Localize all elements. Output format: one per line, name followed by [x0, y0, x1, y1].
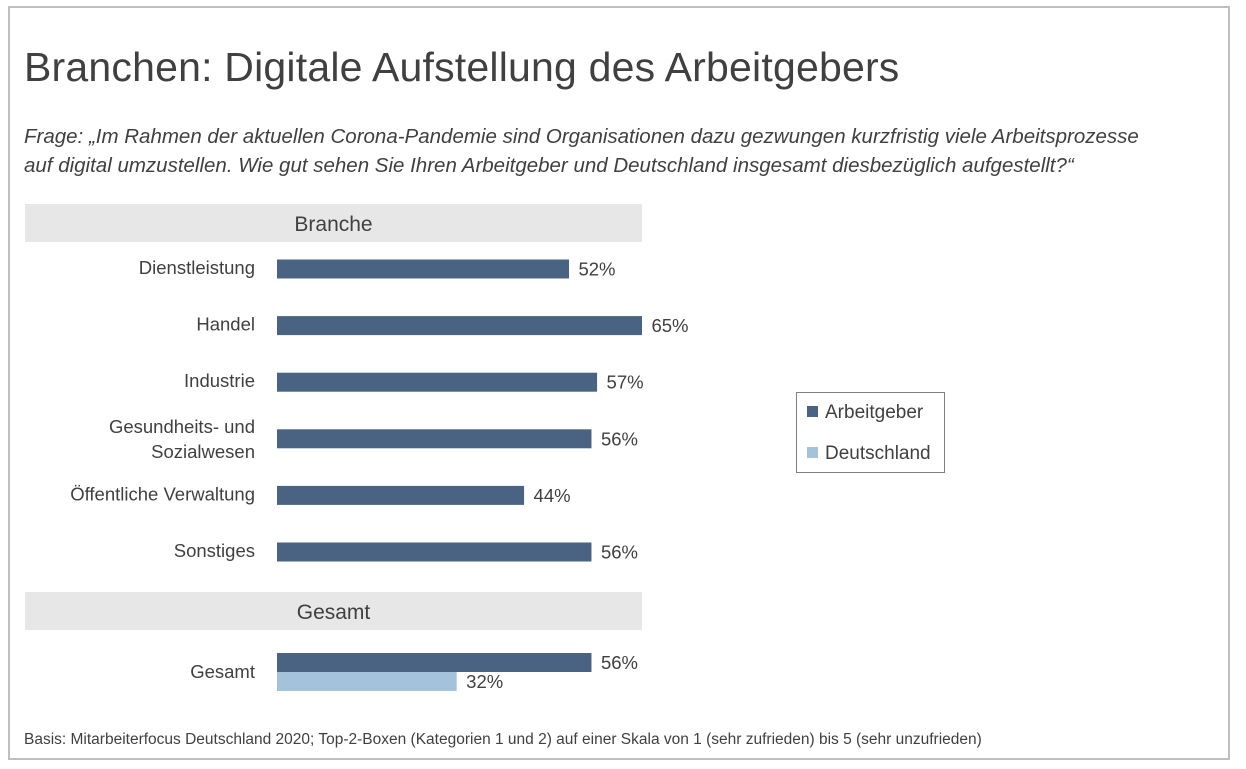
legend-item-arbeitgeber: Arbeitgeber [807, 402, 923, 424]
bar-arbeitgeber-gesamt [277, 653, 592, 672]
data-label-arbeitgeber-öffentliche-verwaltung: 44% [534, 485, 571, 506]
legend-label-arbeitgeber: Arbeitgeber [825, 402, 924, 423]
bar-arbeitgeber-öffentliche-verwaltung [277, 485, 525, 505]
legend-label-deutschland: Deutschland [825, 443, 931, 464]
category-label: Öffentliche Verwaltung [70, 483, 255, 504]
question-line-1: Frage: „Im Rahmen der aktuellen Corona-P… [24, 125, 1139, 148]
question-line-2: auf digital umzustellen. Wie gut sehen S… [24, 154, 1074, 177]
section-header-label: Gesamt [297, 601, 371, 624]
data-label-arbeitgeber-industrie: 57% [607, 372, 644, 393]
data-label-arbeitgeber-sonstiges: 56% [601, 542, 638, 563]
page-title: Branchen: Digitale Aufstellung des Arbei… [24, 44, 900, 90]
data-label-deutschland-gesamt: 32% [466, 671, 503, 692]
data-label-arbeitgeber-dienstleistung: 52% [578, 259, 615, 280]
bar-arbeitgeber-gesundheits-und-sozialwesen [277, 429, 592, 449]
bar-arbeitgeber-dienstleistung [277, 259, 569, 279]
category-label: Sonstiges [174, 540, 255, 561]
data-label-arbeitgeber-handel: 65% [651, 315, 688, 336]
data-label-arbeitgeber-gesamt: 56% [601, 652, 638, 673]
category-label: Industrie [184, 370, 255, 391]
bar-arbeitgeber-industrie [277, 372, 598, 392]
section-header-label: Branche [294, 213, 372, 236]
chart-frame [8, 6, 1230, 760]
bar-arbeitgeber-sonstiges [277, 542, 592, 562]
legend-swatch-deutschland [807, 447, 818, 458]
survey-question: Frage: „Im Rahmen der aktuellen Corona-P… [24, 122, 1224, 180]
category-label: Dienstleistung [139, 257, 255, 278]
footnote: Basis: Mitarbeiterfocus Deutschland 2020… [24, 731, 982, 748]
section-header-bg [25, 204, 642, 242]
legend-swatch-arbeitgeber [807, 406, 818, 417]
data-label-arbeitgeber-gesundheits-und-sozialwesen: 56% [601, 428, 638, 449]
bar-deutschland-gesamt [277, 672, 457, 691]
bar-arbeitgeber-handel [277, 316, 642, 336]
category-label: Handel [196, 314, 255, 335]
category-label: Gesamt [190, 661, 255, 682]
chart-legend: Arbeitgeber Deutschland [796, 392, 945, 473]
legend-item-deutschland: Deutschland [807, 443, 931, 465]
section-header-bg [25, 592, 642, 630]
category-label: Gesundheits- und Sozialwesen [109, 416, 255, 462]
